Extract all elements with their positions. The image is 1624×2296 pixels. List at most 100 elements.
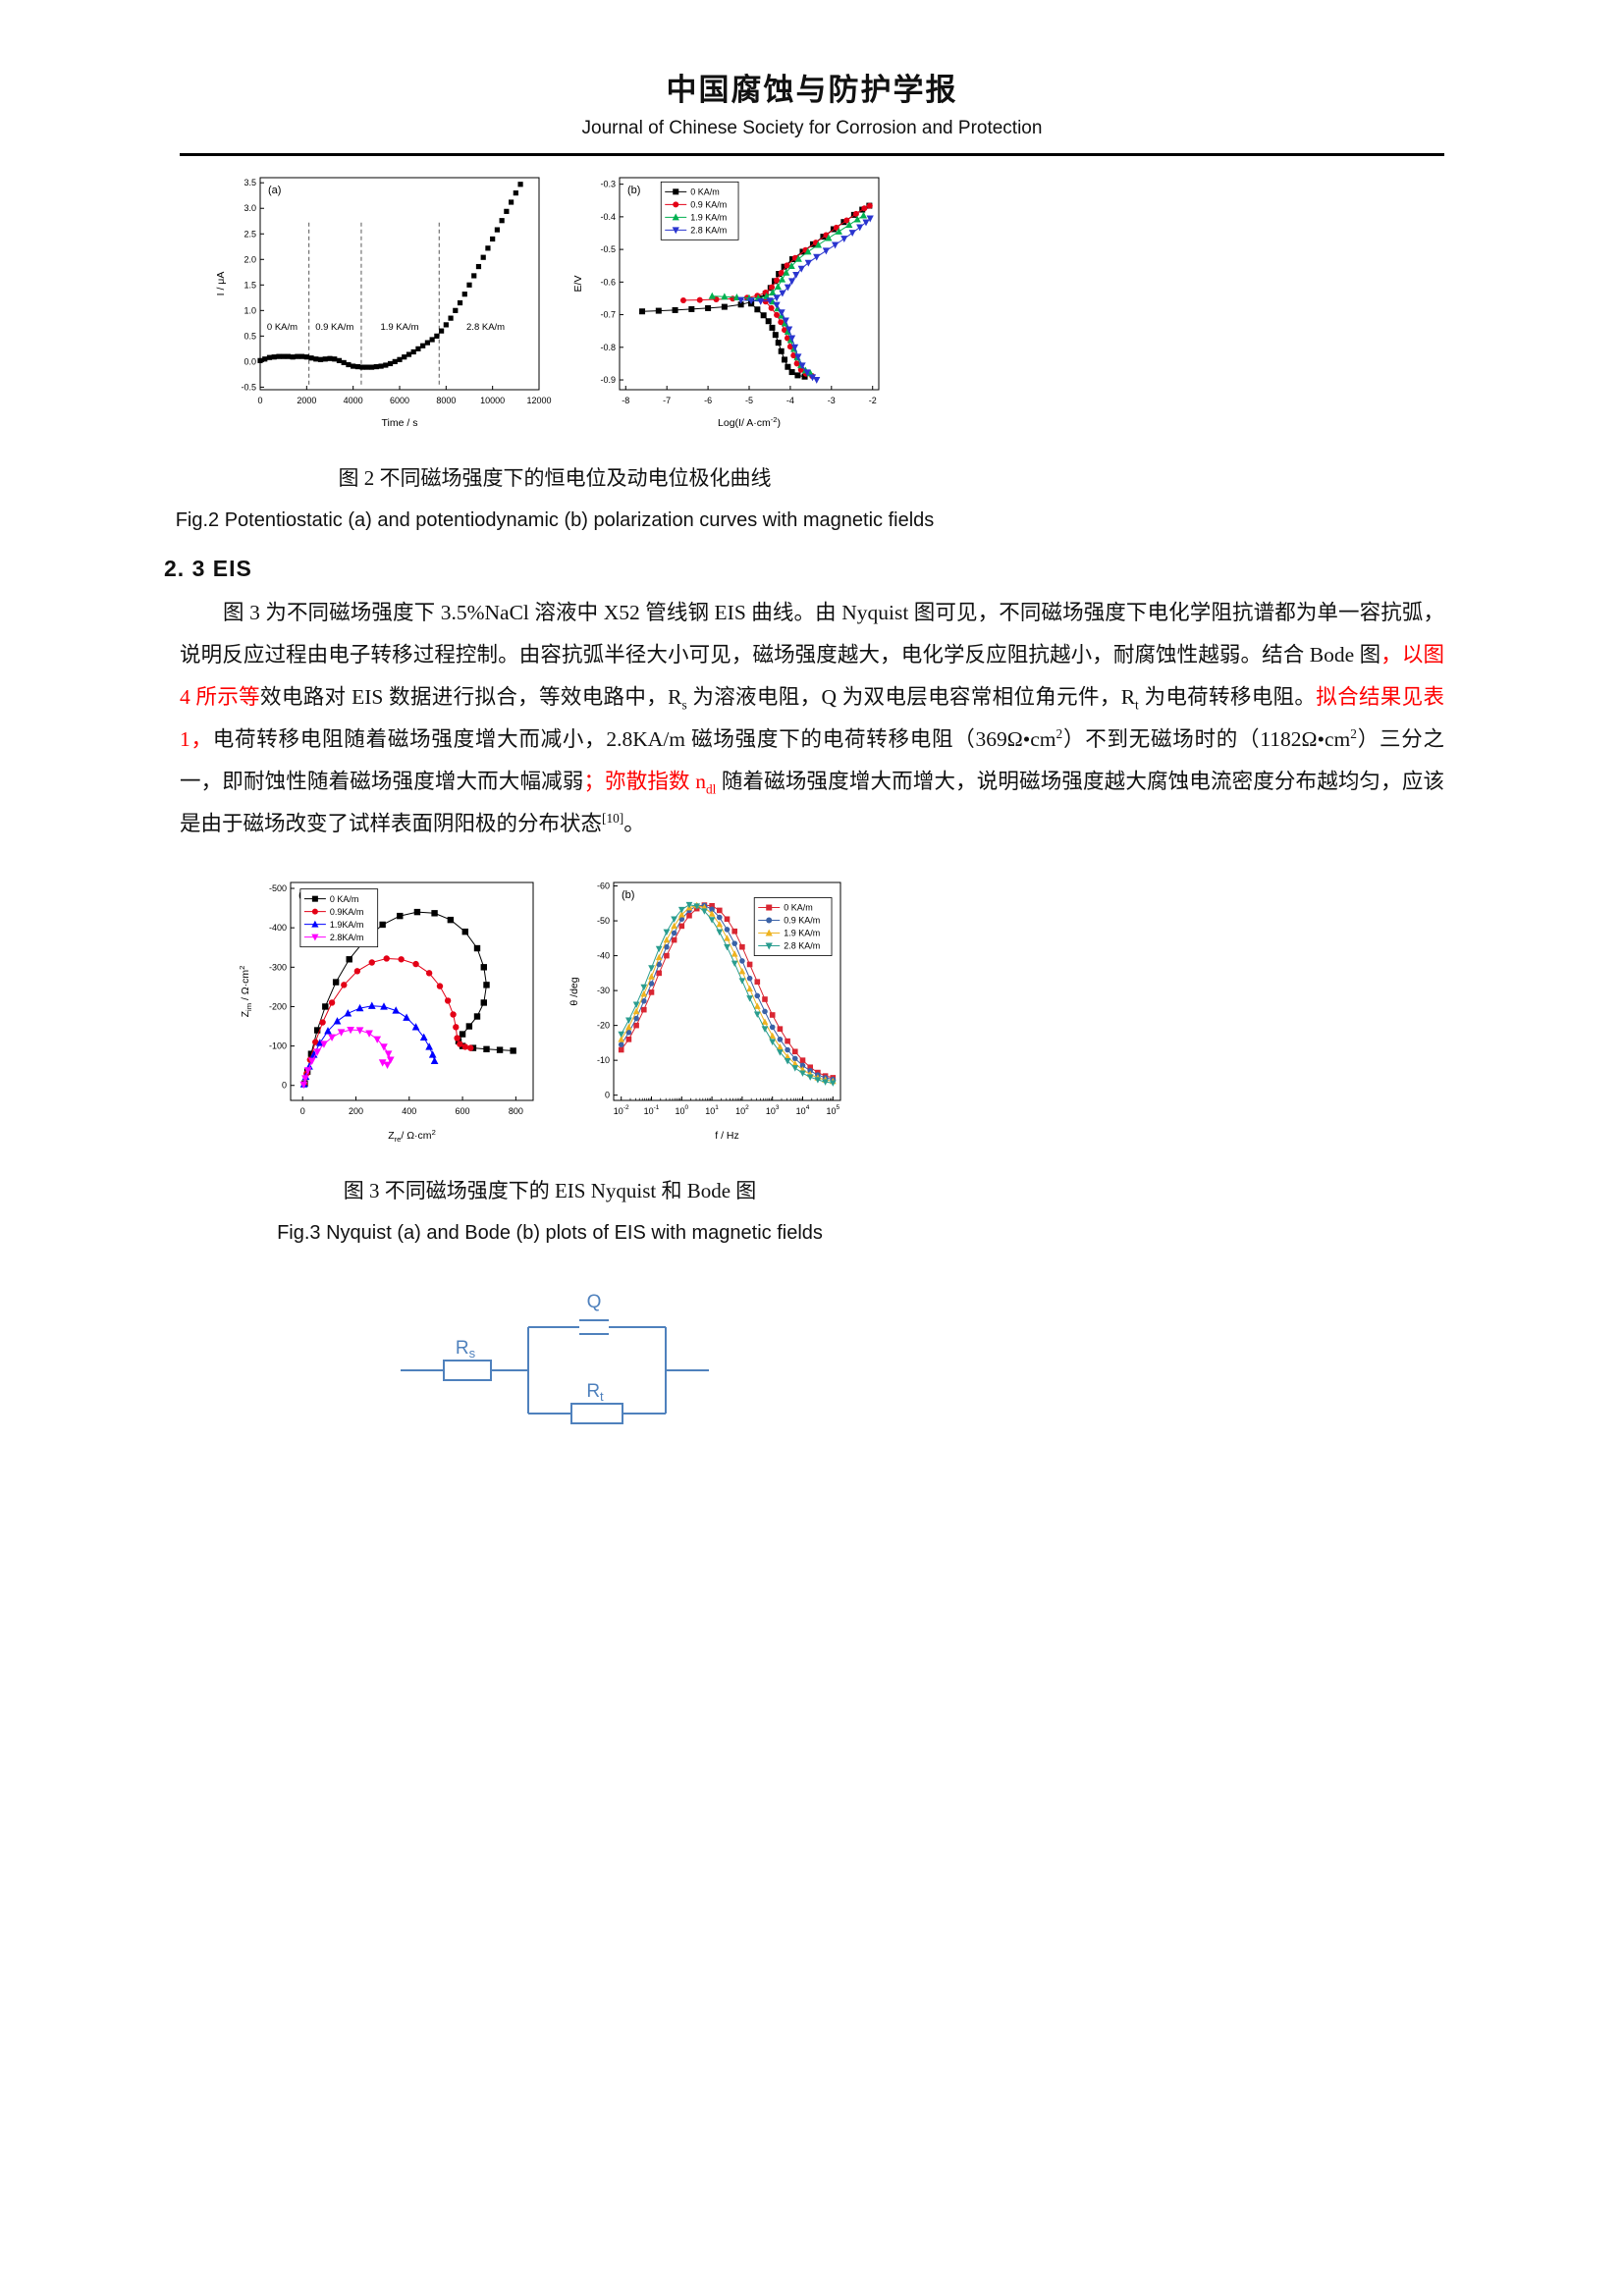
svg-text:400: 400 bbox=[402, 1106, 416, 1116]
svg-text:-0.6: -0.6 bbox=[600, 277, 616, 287]
svg-text:-0.5: -0.5 bbox=[241, 382, 256, 392]
fig2-chart-potentiostatic: 0 2000 4000 6000 8000 10000 12000 -0.5 0.0 0.5 1.0… bbox=[211, 166, 555, 433]
svg-text:θ /deg: θ /deg bbox=[568, 977, 580, 1005]
figure-2: 0 2000 4000 6000 8000 10000 12000 -0.5 0.0 0.5 1.0… bbox=[176, 166, 934, 532]
resistor-rs bbox=[443, 1360, 492, 1381]
svg-text:0: 0 bbox=[300, 1106, 305, 1116]
svg-text:1.9 KA/m: 1.9 KA/m bbox=[784, 929, 820, 938]
svg-text:2.8 KA/m: 2.8 KA/m bbox=[466, 322, 505, 333]
svg-text:10-1: 10-1 bbox=[644, 1104, 660, 1116]
svg-text:2000: 2000 bbox=[297, 396, 316, 405]
svg-text:600: 600 bbox=[456, 1106, 470, 1116]
section-heading: 2. 3 EIS bbox=[164, 556, 252, 581]
svg-text:1.0: 1.0 bbox=[244, 305, 256, 315]
svg-text:100: 100 bbox=[675, 1104, 688, 1116]
svg-text:-0.3: -0.3 bbox=[600, 180, 616, 189]
svg-text:0.9KA/m: 0.9KA/m bbox=[330, 907, 364, 917]
svg-text:-7: -7 bbox=[663, 396, 671, 405]
svg-text:2.0: 2.0 bbox=[244, 254, 256, 264]
svg-text:2.8 KA/m: 2.8 KA/m bbox=[690, 226, 727, 236]
circuit-wires bbox=[401, 1319, 709, 1424]
svg-text:(a): (a) bbox=[268, 185, 281, 196]
header-rule bbox=[180, 153, 1444, 156]
svg-text:0: 0 bbox=[282, 1081, 287, 1091]
svg-text:0.9 KA/m: 0.9 KA/m bbox=[784, 916, 820, 926]
svg-text:-200: -200 bbox=[269, 1001, 287, 1011]
svg-text:6000: 6000 bbox=[390, 396, 409, 405]
body-paragraph: 图 3 为不同磁场强度下 3.5%NaCl 溶液中 X52 管线钢 EIS 曲线… bbox=[180, 601, 1444, 835]
svg-text:-100: -100 bbox=[269, 1041, 287, 1051]
svg-text:10-2: 10-2 bbox=[614, 1104, 629, 1116]
svg-text:Zim / Ω·cm2: Zim / Ω·cm2 bbox=[238, 966, 253, 1018]
svg-text:0: 0 bbox=[257, 396, 262, 405]
svg-text:0.0: 0.0 bbox=[244, 356, 256, 366]
svg-text:-500: -500 bbox=[269, 883, 287, 893]
svg-text:-300: -300 bbox=[269, 962, 287, 972]
svg-text:8000: 8000 bbox=[436, 396, 456, 405]
svg-text:2.8KA/m: 2.8KA/m bbox=[330, 933, 364, 942]
svg-text:1.9 KA/m: 1.9 KA/m bbox=[690, 213, 727, 223]
svg-text:-5: -5 bbox=[745, 396, 753, 405]
fig3-caption-en: Fig.3 Nyquist (a) and Bode (b) plots of … bbox=[277, 1222, 823, 1244]
svg-text:-3: -3 bbox=[828, 396, 836, 405]
svg-text:I / μA: I / μA bbox=[215, 272, 227, 296]
fig2-chart-potentiodynamic: -8 -7 -6 -5 -4 -3 -2 -0.9 -0.8 -0.7 -0.6 -0.5 -0.4 -0… bbox=[568, 166, 893, 433]
svg-text:-40: -40 bbox=[597, 951, 610, 961]
svg-text:-60: -60 bbox=[597, 881, 610, 891]
circuit-label-rt: Rt bbox=[586, 1381, 604, 1404]
fig3-caption-zh: 图 3 不同磁场强度下的 EIS Nyquist 和 Bode 图 bbox=[343, 1179, 757, 1202]
svg-text:103: 103 bbox=[766, 1104, 780, 1116]
body-content: 2. 3 EIS 图 3 为不同磁场强度下 3.5%NaCl 溶液中 X52 管… bbox=[0, 556, 1624, 845]
svg-text:-30: -30 bbox=[597, 986, 610, 995]
circuit-label-q: Q bbox=[587, 1292, 602, 1312]
svg-text:0 KA/m: 0 KA/m bbox=[267, 322, 298, 333]
svg-text:1.5: 1.5 bbox=[244, 280, 256, 290]
svg-text:-0.7: -0.7 bbox=[600, 310, 616, 320]
svg-text:0: 0 bbox=[605, 1091, 610, 1100]
fig2-caption-zh: 图 2 不同磁场强度下的恒电位及动电位极化曲线 bbox=[338, 466, 772, 490]
svg-text:3.0: 3.0 bbox=[244, 203, 256, 213]
svg-text:-10: -10 bbox=[597, 1055, 610, 1065]
svg-text:(b): (b) bbox=[627, 185, 640, 196]
svg-text:(b): (b) bbox=[622, 889, 634, 901]
svg-text:101: 101 bbox=[705, 1104, 719, 1116]
figure-2-charts: 0 2000 4000 6000 8000 10000 12000 -0.5 0.0 0.5 1.0… bbox=[211, 166, 898, 433]
svg-text:2.8 KA/m: 2.8 KA/m bbox=[784, 941, 820, 951]
svg-text:-20: -20 bbox=[597, 1021, 610, 1031]
svg-text:104: 104 bbox=[796, 1104, 810, 1116]
fig3-chart-bode: 10-2 10-1 100 101 102 103 104 105 0 -10 -20 -30 -40 -… bbox=[565, 871, 854, 1146]
svg-text:800: 800 bbox=[509, 1106, 523, 1116]
svg-text:-4: -4 bbox=[786, 396, 794, 405]
svg-text:-8: -8 bbox=[622, 396, 629, 405]
svg-text:0.9 KA/m: 0.9 KA/m bbox=[315, 322, 353, 333]
svg-text:E/V: E/V bbox=[572, 276, 584, 293]
svg-text:0.9 KA/m: 0.9 KA/m bbox=[690, 200, 727, 210]
svg-text:Time / s: Time / s bbox=[382, 417, 418, 429]
svg-text:0 KA/m: 0 KA/m bbox=[784, 903, 813, 913]
svg-text:2.5: 2.5 bbox=[244, 229, 256, 239]
figure-4-circuit: Q Rs Rt bbox=[393, 1284, 717, 1451]
fig2-caption-en: Fig.2 Potentiostatic (a) and potentiodyn… bbox=[175, 509, 935, 531]
journal-title-en: Journal of Chinese Society for Corrosion… bbox=[581, 118, 1043, 138]
journal-title-zh: 中国腐蚀与防护学报 bbox=[666, 73, 958, 107]
svg-text:4000: 4000 bbox=[344, 396, 363, 405]
svg-text:10000: 10000 bbox=[480, 396, 505, 405]
svg-text:-0.5: -0.5 bbox=[600, 244, 616, 254]
svg-text:Log(I/ A·cm-2): Log(I/ A·cm-2) bbox=[718, 415, 781, 429]
svg-text:0 KA/m: 0 KA/m bbox=[330, 894, 359, 904]
svg-text:-50: -50 bbox=[597, 916, 610, 926]
resistor-rt bbox=[570, 1403, 623, 1424]
svg-text:0.5: 0.5 bbox=[244, 331, 256, 341]
svg-text:200: 200 bbox=[349, 1106, 363, 1116]
svg-text:Zre/ Ω·cm2: Zre/ Ω·cm2 bbox=[388, 1128, 436, 1144]
svg-text:1.9 KA/m: 1.9 KA/m bbox=[380, 322, 418, 333]
journal-header: 中国腐蚀与防护学报 Journal of Chinese Society for… bbox=[0, 0, 1624, 156]
svg-text:-6: -6 bbox=[704, 396, 712, 405]
svg-text:-0.4: -0.4 bbox=[600, 212, 616, 222]
equivalent-circuit-diagram: Q Rs Rt bbox=[401, 1292, 709, 1424]
svg-text:-2: -2 bbox=[869, 396, 877, 405]
svg-text:105: 105 bbox=[826, 1104, 839, 1116]
